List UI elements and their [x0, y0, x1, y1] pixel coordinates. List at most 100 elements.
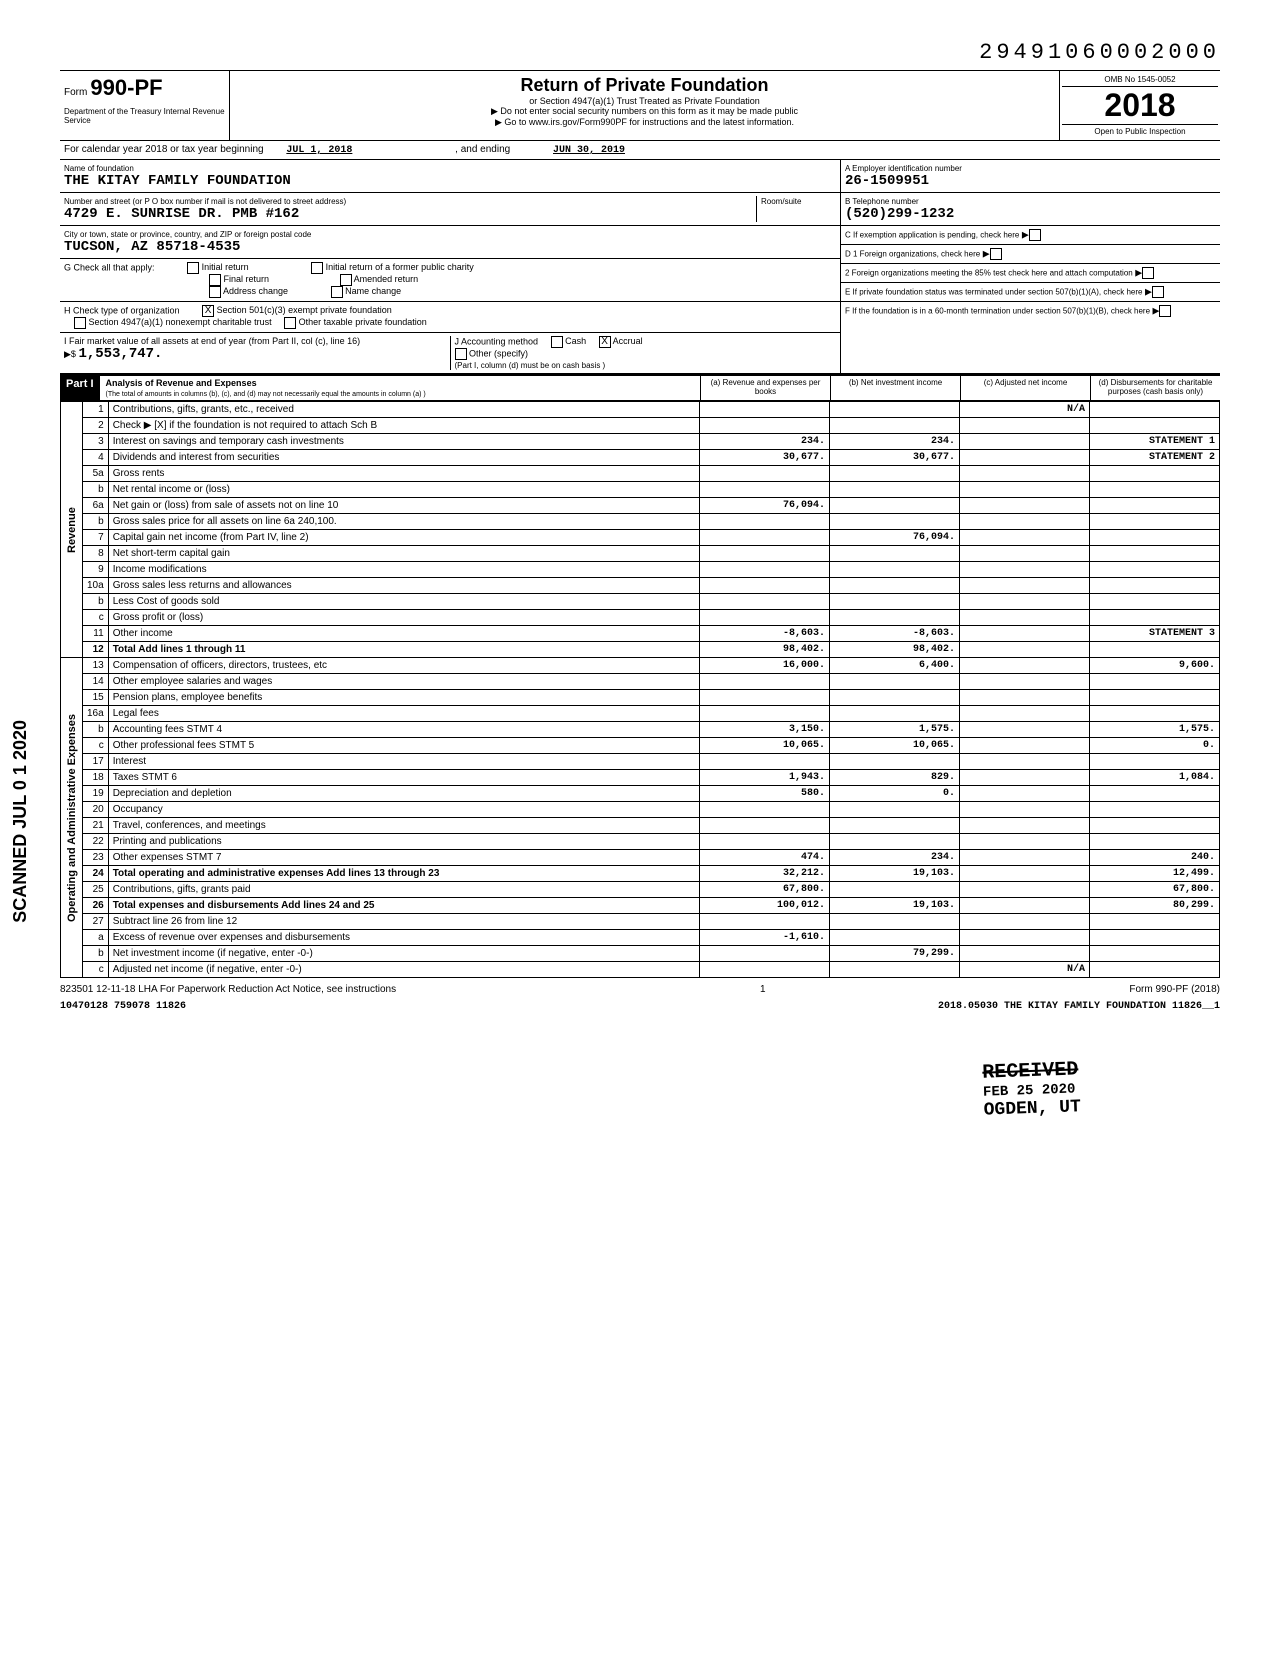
f-checkbox[interactable] [1159, 305, 1171, 317]
line-description: Interest [108, 754, 699, 770]
value-cell [700, 546, 830, 562]
line-number: 23 [83, 850, 109, 866]
value-cell: 19,103. [830, 866, 960, 882]
cal-end-date: JUN 30, 2019 [553, 145, 625, 156]
part1-header: Part I Analysis of Revenue and Expenses … [60, 374, 1220, 401]
g-addr-checkbox[interactable] [209, 286, 221, 298]
value-cell [960, 930, 1090, 946]
line-description: Contributions, gifts, grants, etc., rece… [108, 402, 699, 418]
value-cell [960, 834, 1090, 850]
value-cell: 10,065. [830, 738, 960, 754]
line-description: Check ▶ [X] if the foundation is not req… [108, 418, 699, 434]
value-cell [960, 674, 1090, 690]
value-cell [1090, 578, 1220, 594]
value-cell [960, 882, 1090, 898]
table-row: aExcess of revenue over expenses and dis… [61, 930, 1220, 946]
d1-checkbox[interactable] [990, 248, 1002, 260]
g-amended-checkbox[interactable] [340, 274, 352, 286]
c-label: C If exemption application is pending, c… [845, 230, 1019, 239]
inspection-note: Open to Public Inspection [1062, 124, 1218, 138]
line-number: 13 [83, 658, 109, 674]
g-initial-checkbox[interactable] [187, 262, 199, 274]
table-row: 6aNet gain or (loss) from sale of assets… [61, 498, 1220, 514]
line-number: a [83, 930, 109, 946]
line-description: Total operating and administrative expen… [108, 866, 699, 882]
table-row: 24Total operating and administrative exp… [61, 866, 1220, 882]
j-cell: J Accounting method Cash X Accrual Other… [451, 336, 837, 370]
line-number: b [83, 722, 109, 738]
line-description: Net short-term capital gain [108, 546, 699, 562]
value-cell [1090, 930, 1220, 946]
g-name-checkbox[interactable] [331, 286, 343, 298]
j-accrual-checkbox[interactable]: X [599, 336, 611, 348]
value-cell [960, 514, 1090, 530]
h-4947-checkbox[interactable] [74, 317, 86, 329]
phone-value: (520)299-1232 [845, 206, 1216, 222]
e-checkbox[interactable] [1152, 286, 1164, 298]
value-cell [700, 530, 830, 546]
table-row: 9Income modifications [61, 562, 1220, 578]
line-number: 7 [83, 530, 109, 546]
part1-table: Revenue1Contributions, gifts, grants, et… [60, 401, 1220, 978]
line-description: Accounting fees STMT 4 [108, 722, 699, 738]
value-cell [700, 706, 830, 722]
d2-cell: 2 Foreign organizations meeting the 85% … [841, 264, 1220, 283]
line-number: 9 [83, 562, 109, 578]
side-label-revenue: Revenue [61, 402, 83, 658]
value-cell [960, 530, 1090, 546]
h-other-checkbox[interactable] [284, 317, 296, 329]
g-final-checkbox[interactable] [209, 274, 221, 286]
c-checkbox[interactable] [1029, 229, 1041, 241]
table-row: cAdjusted net income (if negative, enter… [61, 962, 1220, 978]
value-cell [960, 562, 1090, 578]
line-number: 5a [83, 466, 109, 482]
value-cell [1090, 706, 1220, 722]
ij-row: I Fair market value of all assets at end… [60, 333, 840, 373]
footer-row-2: 10470128 759078 11826 2018.05030 THE KIT… [60, 1001, 1220, 1012]
value-cell [700, 674, 830, 690]
value-cell [1090, 482, 1220, 498]
value-cell: 10,065. [700, 738, 830, 754]
line-description: Capital gain net income (from Part IV, l… [108, 530, 699, 546]
value-cell: 32,212. [700, 866, 830, 882]
h-label: H Check type of organization [64, 305, 180, 315]
value-cell: STATEMENT 2 [1090, 450, 1220, 466]
g-former-checkbox[interactable] [311, 262, 323, 274]
value-cell: 0. [830, 786, 960, 802]
j-cash: Cash [565, 336, 586, 346]
value-cell: STATEMENT 1 [1090, 434, 1220, 450]
j-other-checkbox[interactable] [455, 348, 467, 360]
value-cell: 30,677. [700, 450, 830, 466]
table-row: 21Travel, conferences, and meetings [61, 818, 1220, 834]
value-cell [830, 466, 960, 482]
value-cell [960, 594, 1090, 610]
value-cell [1090, 610, 1220, 626]
value-cell: 1,575. [1090, 722, 1220, 738]
table-row: 11Other income-8,603.-8,603.STATEMENT 3 [61, 626, 1220, 642]
table-row: 7Capital gain net income (from Part IV, … [61, 530, 1220, 546]
line-number: 22 [83, 834, 109, 850]
value-cell [700, 834, 830, 850]
value-cell [1090, 514, 1220, 530]
foundation-info-grid: Name of foundation THE KITAY FAMILY FOUN… [60, 160, 1220, 374]
value-cell [700, 914, 830, 930]
d2-checkbox[interactable] [1142, 267, 1154, 279]
value-cell [830, 594, 960, 610]
h-501c3-checkbox[interactable]: X [202, 305, 214, 317]
g-opt-5: Name change [345, 286, 401, 296]
title-column: Return of Private Foundation or Section … [230, 71, 1060, 140]
address-cell: Number and street (or P O box number if … [60, 193, 840, 226]
value-cell: 76,094. [830, 530, 960, 546]
table-row: cGross profit or (loss) [61, 610, 1220, 626]
value-cell [1090, 402, 1220, 418]
value-cell [1090, 834, 1220, 850]
value-cell [830, 546, 960, 562]
line-number: b [83, 514, 109, 530]
line-description: Excess of revenue over expenses and disb… [108, 930, 699, 946]
j-cash-checkbox[interactable] [551, 336, 563, 348]
value-cell: 829. [830, 770, 960, 786]
line-number: 21 [83, 818, 109, 834]
line-number: b [83, 594, 109, 610]
value-cell [1090, 546, 1220, 562]
table-row: 22Printing and publications [61, 834, 1220, 850]
